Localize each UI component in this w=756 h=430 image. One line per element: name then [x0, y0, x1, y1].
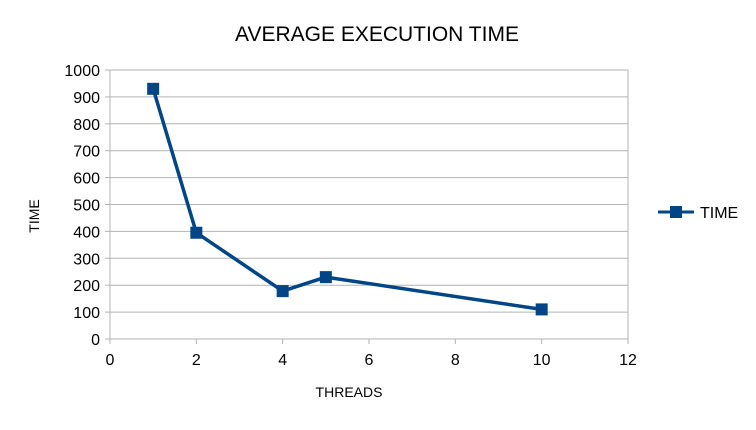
y-tick-label: 200 [73, 278, 100, 295]
y-tick-label: 1000 [64, 63, 100, 80]
series-layer [147, 82, 548, 316]
x-tick-label: 12 [619, 352, 637, 369]
x-tick-label: 8 [451, 352, 460, 369]
legend-square-marker-icon [670, 206, 682, 218]
x-tick-label: 6 [365, 352, 374, 369]
y-tick-label: 800 [73, 117, 100, 134]
x-tick-label: 10 [533, 352, 551, 369]
y-tick-label: 500 [73, 198, 100, 215]
chart-title: AVERAGE EXECUTION TIME [235, 23, 519, 46]
y-tick-label: 300 [73, 251, 100, 268]
data-point-marker [147, 82, 160, 95]
y-tick-label: 600 [73, 171, 100, 188]
y-tick-label: 0 [91, 332, 100, 349]
y-axis-label: TIME [26, 199, 42, 232]
legend: TIME [658, 205, 738, 222]
x-tick-label: 4 [278, 352, 287, 369]
data-point-marker [190, 226, 203, 239]
series-line-time [151, 88, 542, 312]
y-tick-label: 700 [73, 144, 100, 161]
x-tick-label: 2 [192, 352, 201, 369]
y-tick-label: 100 [73, 305, 100, 322]
x-axis-label: THREADS [316, 384, 383, 400]
data-point-marker [276, 285, 289, 298]
y-tick-label: 400 [73, 224, 100, 241]
x-tick-label: 0 [106, 352, 115, 369]
y-tick-label: 900 [73, 90, 100, 107]
x-axis-ticks: 0 2 4 6 8 10 12 [106, 339, 637, 369]
y-axis-ticks: 0 100 200 300 400 500 600 700 800 900 1000 [64, 63, 110, 349]
data-point-marker [319, 271, 332, 284]
legend-label: TIME [700, 205, 738, 222]
data-point-marker [535, 303, 548, 316]
